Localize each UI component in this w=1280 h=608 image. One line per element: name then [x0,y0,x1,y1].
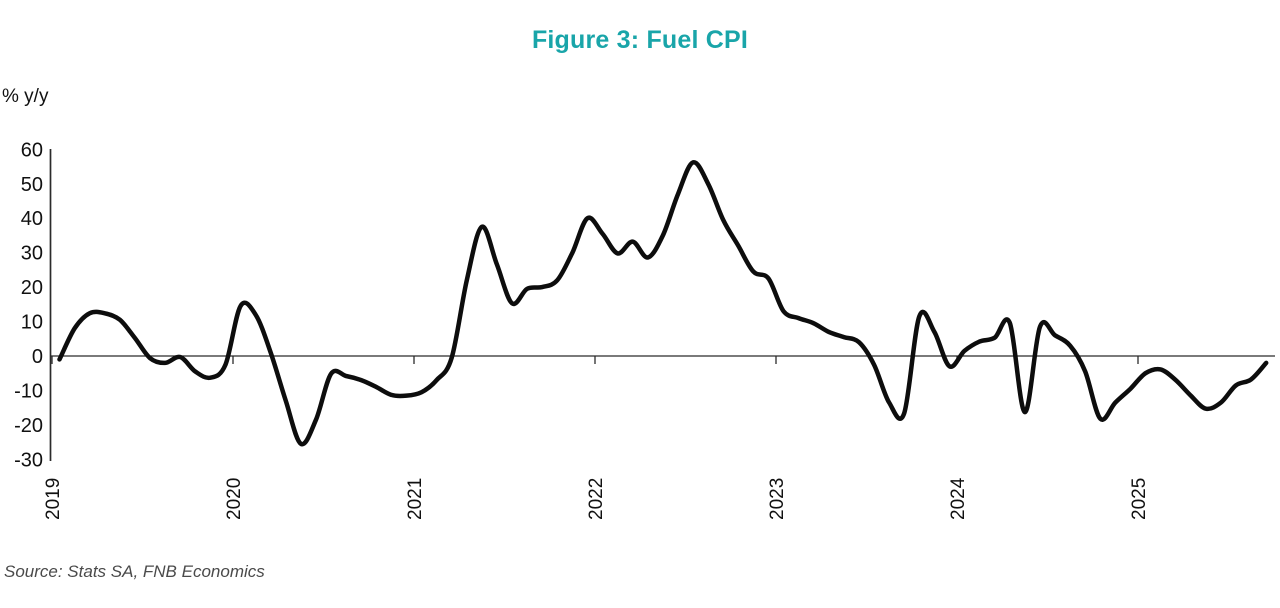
x-tick-label: 2022 [586,478,607,520]
x-tick-label: 2019 [43,478,64,520]
fuel-cpi-series-line [57,160,1269,447]
y-tick-label: 30 [21,243,43,265]
y-tick-label: -20 [14,415,43,437]
y-tick-label: 60 [21,139,43,161]
y-tick-label: 40 [21,208,43,230]
y-tick-label: 50 [21,174,43,196]
x-tick-label: 2024 [948,477,969,520]
y-axis-unit-label: % y/y [2,86,49,107]
y-tick-label: -30 [14,449,43,471]
x-tick-label: 2025 [1129,478,1150,520]
x-tick-label: 2020 [224,478,245,520]
source-note: Source: Stats SA, FNB Economics [4,562,265,581]
y-tick-label: 20 [21,277,43,299]
x-tick-label: 2023 [767,478,788,520]
x-tick-label: 2021 [405,478,426,520]
y-tick-label: 10 [21,312,43,334]
y-tick-label: 0 [32,346,43,368]
y-tick-label: -10 [14,380,43,402]
figure-title: Figure 3: Fuel CPI [531,26,749,54]
